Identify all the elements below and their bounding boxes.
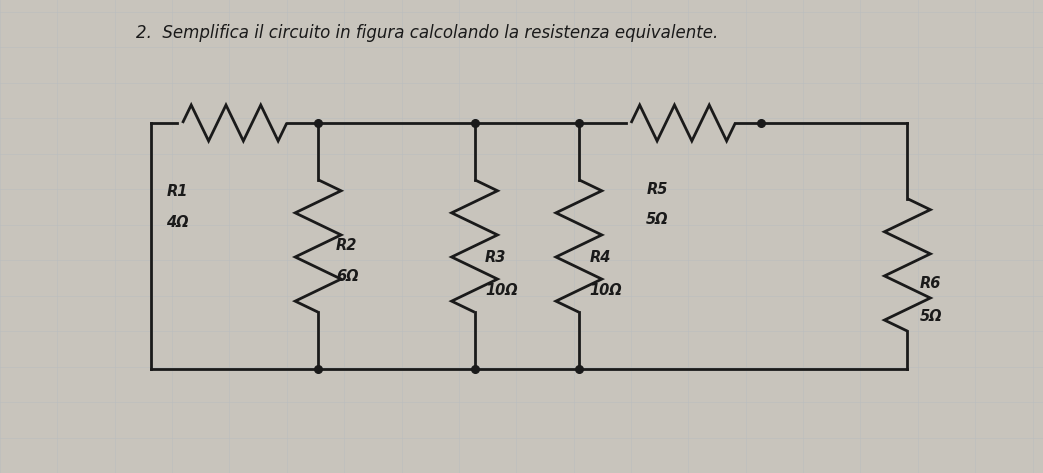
- Text: R2: R2: [336, 238, 357, 254]
- Text: 4Ω: 4Ω: [166, 215, 189, 230]
- Text: R1: R1: [167, 184, 188, 199]
- Text: 2.  Semplifica il circuito in figura calcolando la resistenza equivalente.: 2. Semplifica il circuito in figura calc…: [136, 24, 718, 42]
- Text: 10Ω: 10Ω: [589, 283, 622, 298]
- Text: 5Ω: 5Ω: [920, 309, 943, 324]
- Text: R4: R4: [589, 250, 610, 265]
- Text: R5: R5: [647, 182, 668, 197]
- Text: 6Ω: 6Ω: [336, 269, 359, 284]
- Text: R6: R6: [920, 276, 941, 291]
- Text: 10Ω: 10Ω: [485, 283, 517, 298]
- Text: R3: R3: [485, 250, 506, 265]
- Text: 5Ω: 5Ω: [646, 212, 669, 228]
